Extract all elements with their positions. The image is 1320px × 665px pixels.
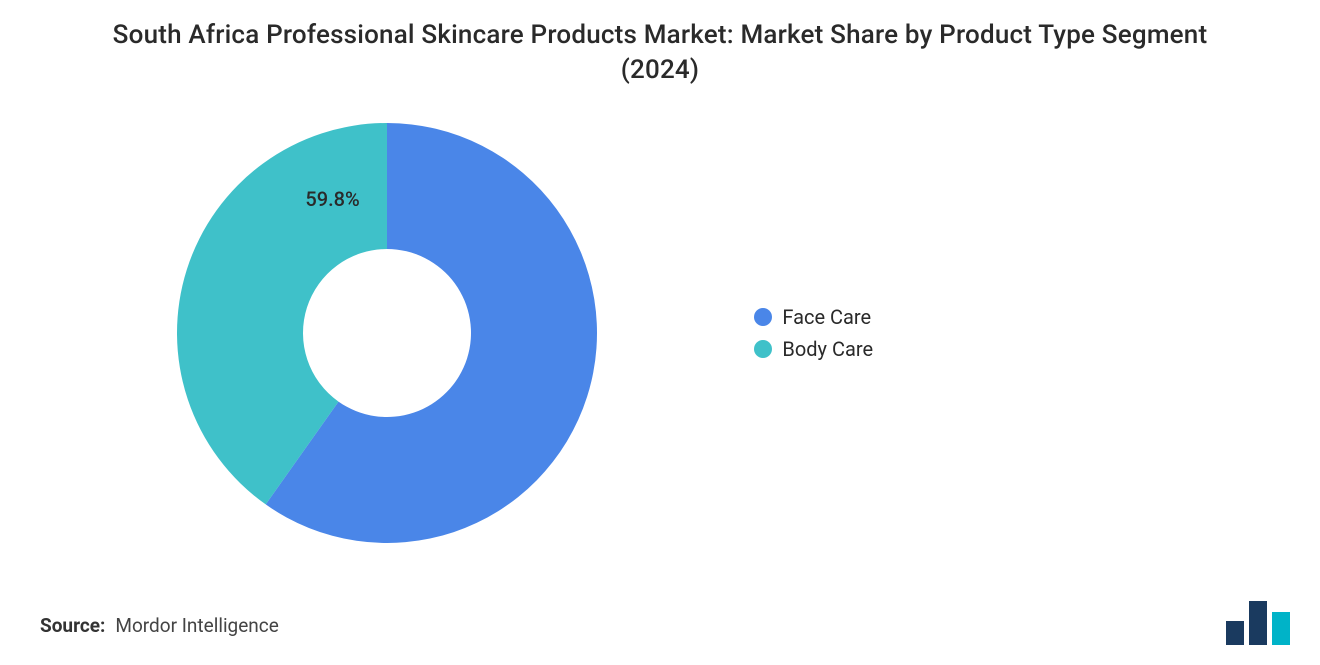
logo-bar [1226,621,1244,645]
logo-bar [1272,612,1290,645]
slice-percent-label: 59.8% [305,187,359,211]
source-name: Mordor Intelligence [115,614,278,637]
legend-item: Body Care [754,337,1280,361]
donut-chart: 59.8% [177,123,597,543]
donut-chart-area: 59.8% [40,98,734,568]
chart-row: 59.8% Face Care Body Care [40,98,1280,568]
legend-swatch [754,308,772,326]
legend-label: Face Care [782,305,871,329]
legend: Face Care Body Care [734,305,1280,361]
source-footer: Source: Mordor Intelligence [40,614,279,637]
chart-title: South Africa Professional Skincare Produ… [110,18,1210,88]
legend-item: Face Care [754,305,1280,329]
legend-label: Body Care [782,337,873,361]
brand-logo [1226,601,1290,645]
logo-bar [1249,601,1267,645]
chart-container: South Africa Professional Skincare Produ… [0,0,1320,665]
source-label: Source: [40,614,105,637]
legend-swatch [754,340,772,358]
